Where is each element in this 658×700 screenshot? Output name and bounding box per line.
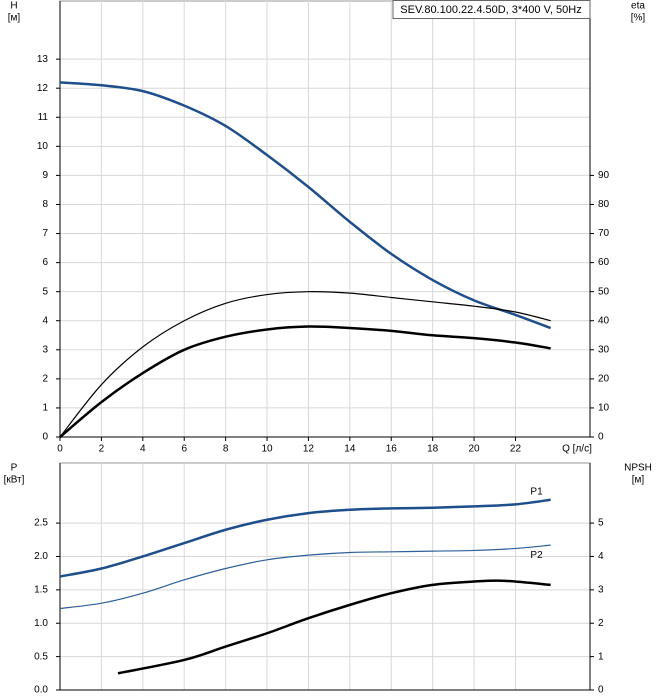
y-axis-label: H: [10, 1, 17, 12]
x-tick-label: 14: [344, 444, 356, 455]
y2-tick-label: 5: [598, 518, 604, 529]
y-tick-label: 10: [37, 141, 49, 152]
y2-tick-label: 1: [598, 651, 604, 662]
y-tick-label: 7: [42, 228, 48, 239]
x-tick-label: 12: [303, 444, 315, 455]
y-tick-label: 1.0: [34, 618, 48, 629]
series-label: P1: [530, 486, 543, 497]
y-tick-label: 0.0: [34, 685, 48, 696]
x-tick-label: 8: [223, 444, 229, 455]
y-axis-unit: [кВт]: [4, 475, 25, 486]
y2-tick-label: 80: [598, 199, 610, 210]
y-tick-label: 12: [37, 83, 49, 94]
y-tick-label: 0: [42, 432, 48, 443]
y2-tick-label: 70: [598, 228, 610, 239]
x-tick-label: 22: [510, 444, 522, 455]
title-box: [392, 0, 591, 19]
plot-area: [59, 0, 591, 438]
x-tick-label: 10: [261, 444, 273, 455]
y-tick-label: 5: [42, 286, 48, 297]
y-axis-label: P: [11, 463, 18, 474]
y2-axis-unit: [%]: [631, 13, 646, 24]
curve: [59, 81, 552, 330]
y-tick-label: 8: [42, 199, 48, 210]
y-tick-label: 1.5: [34, 584, 48, 595]
y2-tick-label: 4: [598, 551, 604, 562]
x-tick-label: 16: [386, 444, 398, 455]
y2-axis-unit: [м]: [632, 475, 645, 486]
y-tick-label: 9: [42, 170, 48, 181]
y-axis-unit: [м]: [8, 13, 21, 24]
series-label: P2: [530, 550, 543, 561]
y-tick-label: 2: [42, 374, 48, 385]
y-tick-label: 1: [42, 403, 48, 414]
y2-tick-label: 0: [598, 685, 604, 696]
y-tick-label: 0.5: [34, 651, 48, 662]
x-tick-label: 18: [427, 444, 439, 455]
y-tick-label: 13: [37, 54, 49, 65]
y2-tick-label: 2: [598, 618, 604, 629]
y2-tick-label: 3: [598, 584, 604, 595]
curve: [59, 291, 551, 438]
y-tick-label: 2.0: [34, 551, 48, 562]
y2-axis-label: NPSH: [624, 463, 652, 474]
y-tick-label: 3: [42, 344, 48, 355]
y2-tick-label: 0: [598, 432, 604, 443]
y2-tick-label: 50: [598, 286, 610, 297]
y2-tick-label: 20: [598, 374, 610, 385]
x-tick-label: 2: [99, 444, 105, 455]
y2-tick-label: 90: [598, 170, 610, 181]
x-tick-label: 0: [57, 444, 63, 455]
curve: [59, 544, 551, 610]
y2-axis-label: eta: [631, 1, 645, 12]
y2-tick-label: 40: [598, 315, 610, 326]
y-tick-label: 11: [38, 112, 49, 123]
plot-area: [59, 462, 591, 691]
x-axis-label: Q [л/с]: [562, 444, 592, 455]
x-tick-label: 4: [140, 444, 146, 455]
y-tick-label: 6: [42, 257, 48, 268]
curve: [59, 325, 551, 438]
x-tick-label: 6: [181, 444, 187, 455]
chart-title: SEV.80.100.22.4.50D, 3*400 V, 50Hz: [400, 4, 581, 16]
y2-tick-label: 60: [598, 257, 610, 268]
x-tick-label: 20: [469, 444, 481, 455]
curve: [59, 498, 551, 578]
y-tick-label: 2.5: [34, 518, 48, 529]
y2-tick-label: 10: [598, 403, 610, 414]
y-tick-label: 4: [42, 315, 48, 326]
curve: [117, 579, 551, 675]
y2-tick-label: 30: [598, 344, 610, 355]
